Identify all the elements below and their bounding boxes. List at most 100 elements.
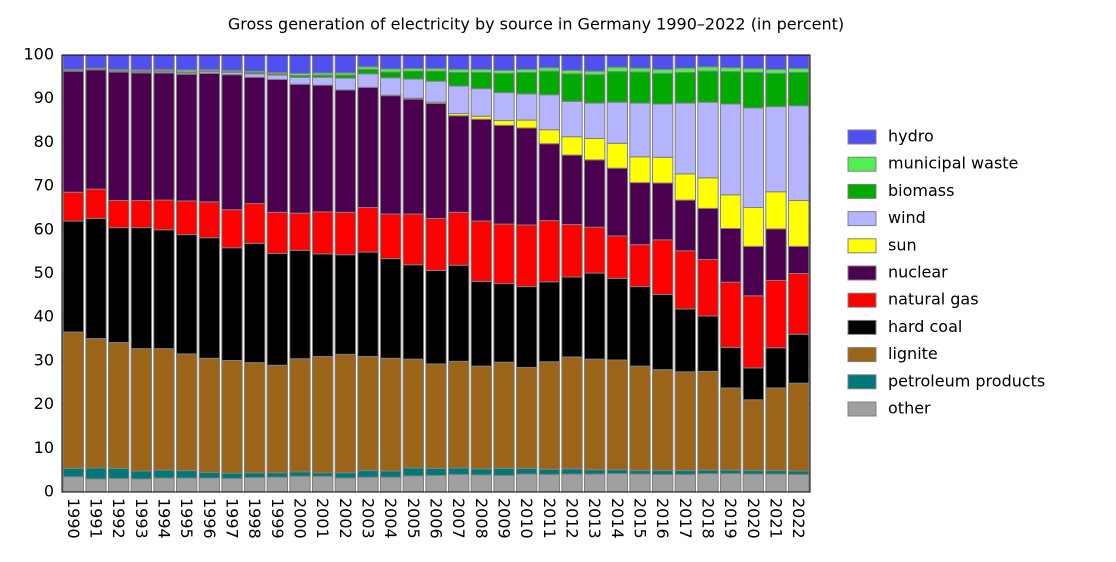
bar-segment [675,471,695,475]
bar-segment [516,94,536,120]
bar-segment [290,213,310,250]
x-tick-label: 2021 [767,498,786,539]
bar-segment [199,472,219,478]
bar-segment [176,354,196,471]
bar-segment [516,225,536,287]
bar-segment [494,93,514,121]
x-tick-label: 1993 [132,498,151,539]
bar-segment [312,77,332,85]
legend-label: municipal waste [888,154,1018,173]
bar-segment [222,478,242,492]
bar-segment [154,349,174,470]
bar-segment [222,248,242,361]
bar-segment [154,230,174,349]
x-tick-label: 2015 [631,498,650,539]
x-tick-label: 1992 [109,498,128,539]
bar-segment [516,287,536,368]
x-tick-label: 2010 [517,498,536,539]
bar-segment [358,208,378,253]
bar-segment [312,473,332,476]
bar-segment [267,477,287,492]
bar-segment [63,221,83,332]
legend-label: natural gas [888,290,979,309]
y-tick-label: 10 [34,438,54,457]
bar-segment [584,75,604,103]
bar-segment [290,472,310,476]
bar-segment [766,471,786,474]
bar-segment [562,101,582,136]
bar-segment [562,277,582,357]
bar-segment [788,471,808,474]
bar-segment [471,366,491,469]
bar-segment [131,471,151,479]
bar-segment [788,274,808,335]
bar-segment [154,478,174,492]
bar-segment [448,116,468,213]
x-tick-label: 1997 [223,498,242,539]
bar-segment [675,103,695,174]
bar-segment [312,357,332,473]
bar-segment [788,201,808,247]
bar-segment [380,358,400,471]
bar-segment [516,120,536,128]
bar-segment [380,477,400,492]
x-tick-label: 2005 [404,498,423,539]
bar-segment [86,218,106,338]
bar-segment [176,55,196,70]
x-tick-label: 2001 [313,498,332,539]
bar-segment [675,251,695,309]
bar-segment [720,68,740,72]
bar-segment [312,55,332,73]
bar-segment [108,468,128,478]
bar-segment [471,119,491,221]
bar-segment [471,475,491,492]
bar-segment [743,69,763,73]
bar-segment [176,74,196,201]
x-tick-label: 2007 [449,498,468,539]
bar-segment [222,360,242,473]
bar-segment [448,468,468,475]
bar-segment [788,383,808,471]
bar-segment [584,359,604,470]
bar-segment [448,55,468,69]
bar-segment [131,349,151,471]
bar-segment [516,468,536,474]
y-tick-label: 30 [34,350,54,369]
legend-swatch [848,348,876,362]
y-tick-label: 90 [34,88,54,107]
bar-segment [335,212,355,254]
legend-label: sun [888,235,917,254]
bar-segment [584,71,604,74]
bar-segment [199,55,219,69]
bar-segment [335,78,355,90]
bar-segment [244,204,264,244]
x-tick-label: 2022 [789,498,808,539]
x-tick-label: 2008 [472,498,491,539]
bar-segment [652,370,672,471]
bar-segment [788,246,808,273]
bar-segment [630,471,650,474]
bar-segment [607,168,627,236]
bar-segment [675,372,695,471]
bar-segment [766,474,786,492]
legend-swatch [848,320,876,334]
bar-segment [698,102,718,178]
bar-segment [698,260,718,316]
bar-segment [63,477,83,492]
bar-segment [652,69,672,73]
legend-label: other [888,399,931,418]
bar-segment [698,474,718,492]
bar-segment [607,474,627,492]
bar-segment [86,70,106,189]
bar-segment [630,157,650,183]
x-tick-label: 2013 [585,498,604,539]
bar-segment [743,400,763,471]
bar-segment [743,208,763,247]
bar-segment [86,189,106,218]
bar-segment [698,178,718,209]
bar-segment [290,84,310,213]
bar-segment [743,72,763,107]
bar-segment [267,473,287,477]
bar-segment [244,243,264,362]
y-tick-label: 70 [34,176,54,195]
